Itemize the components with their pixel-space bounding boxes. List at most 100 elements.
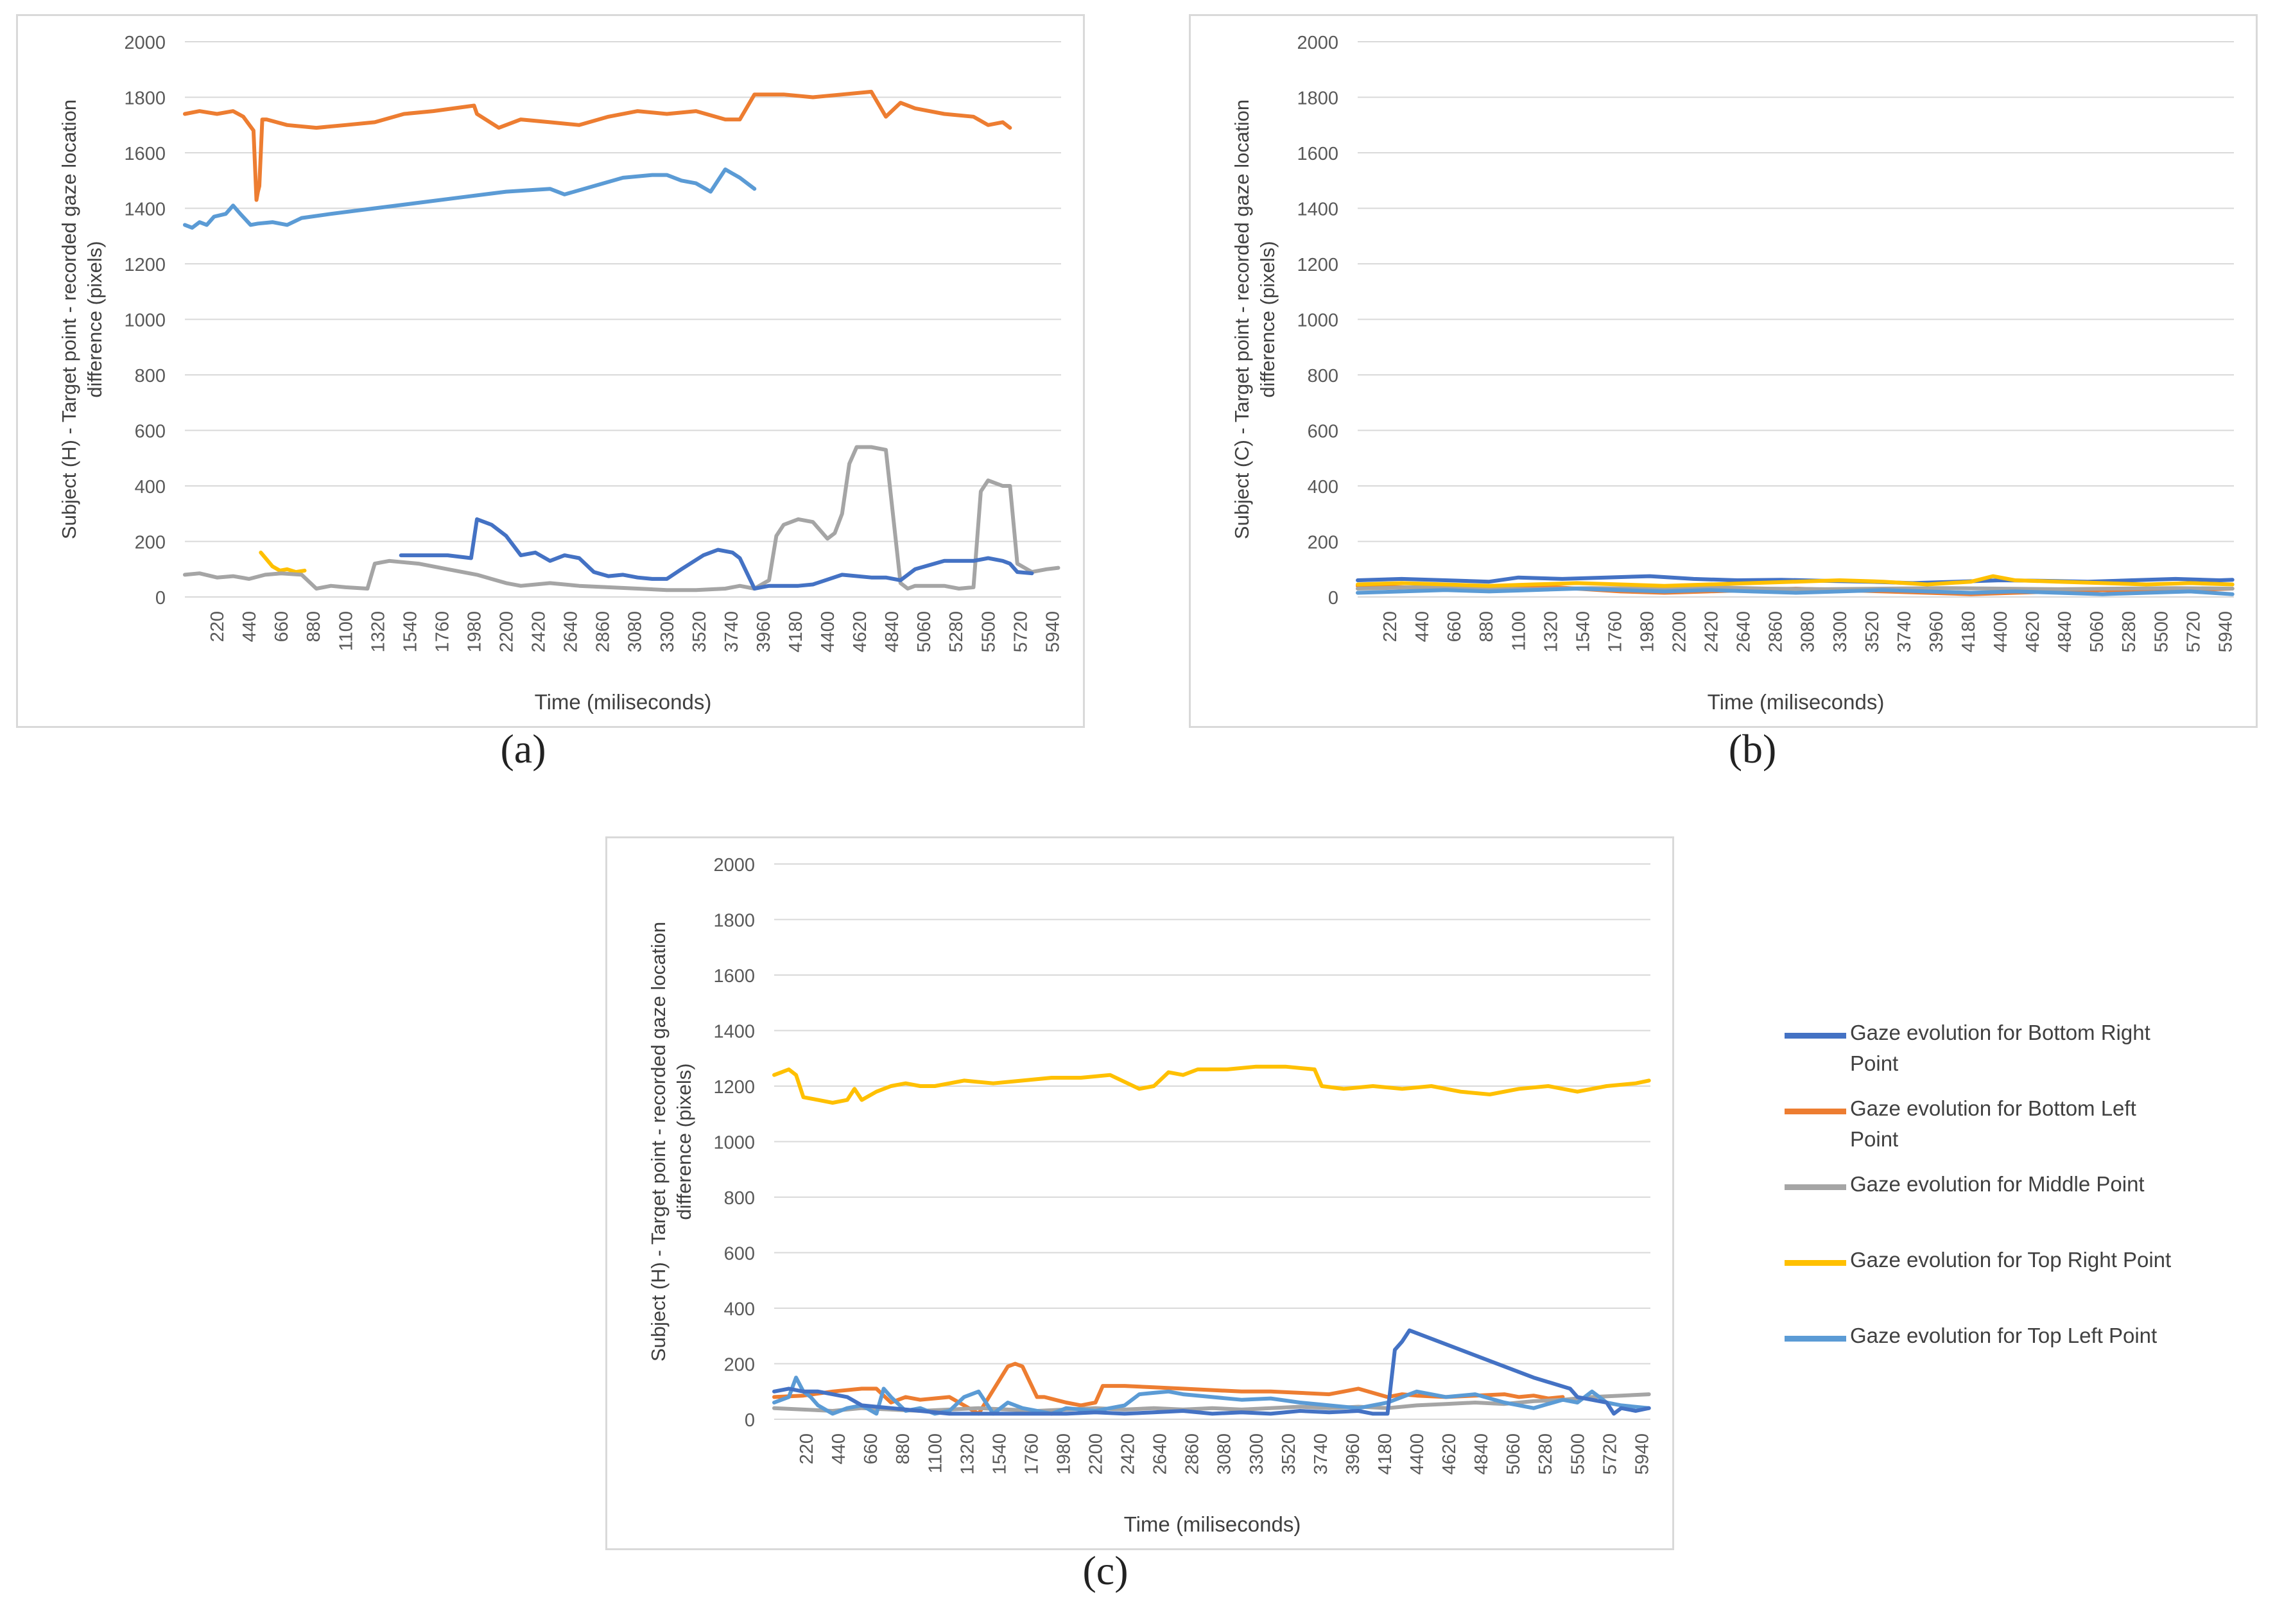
x-tick-label: 660 xyxy=(1444,611,1465,642)
y-axis-label: difference (pixels) xyxy=(673,1063,695,1220)
y-tick-label: 2000 xyxy=(1297,33,1338,53)
x-tick-label: 5500 xyxy=(1568,1433,1588,1475)
series-line-bottom-left xyxy=(772,1361,1565,1416)
caption-c: (c) xyxy=(1082,1548,1129,1593)
y-tick-label: 1400 xyxy=(713,1022,755,1042)
x-tick-label: 3740 xyxy=(1894,611,1915,653)
legend-label-bottom-right: Gaze evolution for Bottom Right Point xyxy=(1850,1021,2150,1075)
series-line-top-right xyxy=(1356,574,2235,588)
x-tick-label: 4400 xyxy=(1991,611,2011,653)
x-tick-label: 5940 xyxy=(1632,1433,1652,1475)
y-tick-label: 0 xyxy=(155,588,166,609)
x-tick-label: 3080 xyxy=(625,611,646,653)
y-tick-label: 600 xyxy=(1308,422,1338,442)
y-tick-label: 1000 xyxy=(1297,311,1338,331)
x-tick-label: 5720 xyxy=(1010,611,1031,653)
legend-label-top-right: Gaze evolution for Top Right Point xyxy=(1850,1248,2172,1272)
chart-legend: Gaze evolution for Bottom Right Point Ga… xyxy=(1785,1017,2183,1396)
x-tick-label: 5060 xyxy=(914,611,935,653)
y-tick-label: 800 xyxy=(135,366,166,386)
caption-b: (b) xyxy=(1728,726,1777,772)
x-tick-label: 1100 xyxy=(1509,611,1529,651)
y-tick-label: 1600 xyxy=(1297,144,1338,164)
legend-swatch-top-left xyxy=(1785,1336,1846,1342)
y-tick-label: 1800 xyxy=(713,911,755,931)
x-tick-label: 1980 xyxy=(1053,1433,1074,1475)
legend-swatch-bottom-right xyxy=(1785,1033,1846,1039)
x-tick-label: 4400 xyxy=(818,611,838,653)
x-tick-label: 660 xyxy=(272,611,292,642)
x-tick-label: 1540 xyxy=(1573,611,1593,653)
x-tick-label: 3520 xyxy=(1279,1433,1299,1475)
x-tick-label: 5280 xyxy=(2119,611,2140,653)
legend-swatch-bottom-left xyxy=(1785,1109,1846,1114)
x-tick-label: 3300 xyxy=(1830,611,1851,653)
chart-b: 0 200 400 600 800 1000 1200 1400 1600 1800 2000 220… xyxy=(1231,33,2236,714)
x-tick-label: 5940 xyxy=(2215,611,2236,653)
x-tick-label: 5500 xyxy=(978,611,999,653)
x-tick-label: 3300 xyxy=(657,611,678,653)
legend-item-middle: Gaze evolution for Middle Point xyxy=(1785,1169,2183,1245)
x-tick-label: 3520 xyxy=(689,611,710,653)
x-tick-label: 3080 xyxy=(1798,611,1819,653)
x-tick-label: 2200 xyxy=(1670,611,1690,653)
x-tick-label: 2640 xyxy=(1734,611,1754,653)
x-tick-label: 2200 xyxy=(1086,1433,1107,1475)
x-tick-label: 3740 xyxy=(1311,1433,1331,1475)
y-tick-label: 1800 xyxy=(124,89,166,109)
chart-panel-c: 0 200 400 600 800 1000 1200 1400 1600 1800 2000 220… xyxy=(605,836,1674,1550)
x-tick-label: 1320 xyxy=(957,1433,978,1475)
x-tick-label: 1760 xyxy=(432,611,453,653)
y-tick-label: 1200 xyxy=(1297,255,1338,275)
x-tick-label: 440 xyxy=(1412,611,1433,642)
x-axis-label: Time (miliseconds) xyxy=(1708,690,1885,714)
y-tick-label: 200 xyxy=(724,1355,755,1376)
x-tick-label: 880 xyxy=(893,1433,913,1464)
legend-label-middle: Gaze evolution for Middle Point xyxy=(1850,1172,2145,1196)
x-tick-label: 5940 xyxy=(1042,611,1063,653)
series-line-bottom-right xyxy=(772,1328,1651,1416)
x-tick-label: 2420 xyxy=(529,611,549,653)
x-tick-label: 1760 xyxy=(1605,611,1625,653)
y-tick-label: 1400 xyxy=(124,200,166,220)
x-tick-label: 5500 xyxy=(2151,611,2172,653)
x-tick-label: 4400 xyxy=(1407,1433,1428,1475)
x-tick-label: 220 xyxy=(797,1433,817,1464)
x-tick-label: 4840 xyxy=(1471,1433,1492,1475)
y-tick-label: 2000 xyxy=(713,855,755,876)
x-tick-label: 2420 xyxy=(1702,611,1722,653)
y-tick-label: 200 xyxy=(1308,533,1338,553)
legend-swatch-top-right xyxy=(1785,1260,1846,1266)
y-tick-label: 1600 xyxy=(124,144,166,164)
x-tick-label: 4180 xyxy=(1375,1433,1396,1475)
y-tick-label: 1000 xyxy=(713,1133,755,1153)
x-tick-label: 880 xyxy=(1476,611,1497,642)
x-tick-label: 2860 xyxy=(593,611,614,653)
chart-panel-b: 0 200 400 600 800 1000 1200 1400 1600 1800 2000 220… xyxy=(1189,14,2258,728)
x-tick-label: 2640 xyxy=(1150,1433,1171,1475)
x-tick-label: 1540 xyxy=(400,611,420,653)
series-line-bottom-right xyxy=(399,517,1034,591)
x-tick-label: 4180 xyxy=(786,611,806,653)
series-line-top-left xyxy=(183,167,757,230)
y-tick-label: 600 xyxy=(135,422,166,442)
x-axis-label: Time (miliseconds) xyxy=(1124,1512,1301,1536)
x-tick-label: 5280 xyxy=(946,611,967,653)
series-line-top-right xyxy=(259,550,307,574)
y-tick-label: 1200 xyxy=(124,255,166,275)
x-axis-label: Time (miliseconds) xyxy=(535,690,712,714)
x-tick-label: 5060 xyxy=(1503,1433,1524,1475)
legend-label-top-left: Gaze evolution for Top Left Point xyxy=(1850,1324,2158,1347)
x-tick-label: 5280 xyxy=(1535,1433,1556,1475)
chart-panel-a: 0 200 400 600 800 1000 1200 1400 1600 1800 2000 220… xyxy=(16,14,1085,728)
x-tick-label: 3300 xyxy=(1247,1433,1267,1475)
x-tick-label: 440 xyxy=(239,611,260,642)
series-line-middle xyxy=(183,445,1060,592)
caption-a: (a) xyxy=(500,726,546,772)
series-line-top-right xyxy=(772,1064,1651,1105)
x-tick-label: 3960 xyxy=(1343,1433,1363,1475)
x-tick-label: 4620 xyxy=(2023,611,2043,653)
y-axis-label: Subject (C) - Target point - recorded ga… xyxy=(1231,99,1253,539)
x-tick-label: 1760 xyxy=(1021,1433,1042,1475)
x-tick-label: 5720 xyxy=(2183,611,2204,653)
